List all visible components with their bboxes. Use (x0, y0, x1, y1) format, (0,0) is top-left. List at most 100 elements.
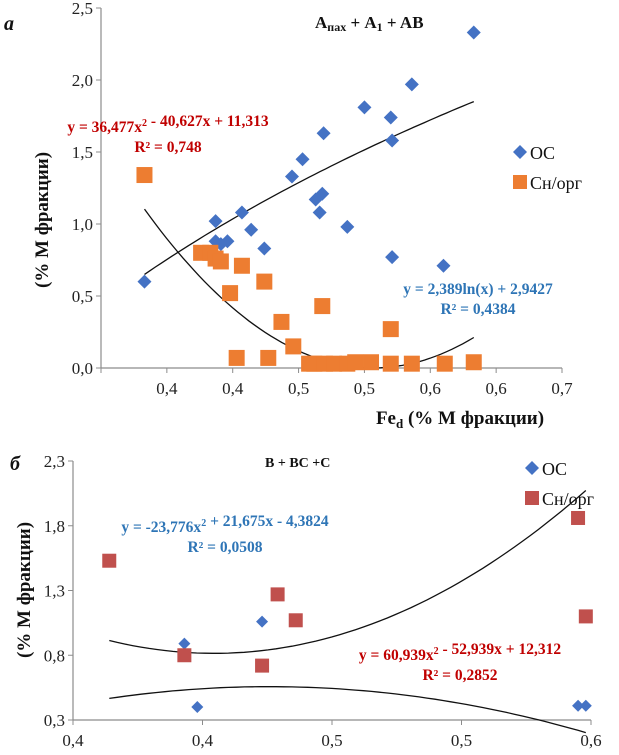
legend-diamond-icon (525, 461, 539, 475)
legend-label: Cн/орг (542, 489, 594, 509)
data-point-cn-org (177, 648, 192, 663)
trendline-oc (109, 686, 586, 734)
trendline-r-squared: R² = 0,4384 (440, 301, 515, 318)
data-point-oc (579, 699, 592, 712)
y-tick-label: 0,0 (72, 359, 93, 378)
data-point-oc (385, 133, 400, 148)
data-point-oc (383, 110, 398, 125)
x-tick-label: 0,5 (354, 379, 375, 398)
legend-square-icon (513, 175, 527, 189)
data-point-cn-org (136, 167, 153, 184)
data-point-cn-org (403, 355, 420, 372)
data-point-cn-org (270, 587, 285, 602)
y-tick-label: 2,3 (44, 452, 65, 471)
data-point-cn-org (222, 285, 239, 302)
legend-label: Cн/орг (530, 173, 582, 193)
data-point-oc (316, 126, 331, 141)
data-point-oc (137, 274, 152, 289)
data-point-oc (295, 152, 310, 167)
data-point-cn-org (314, 298, 331, 315)
data-point-cn-org (102, 553, 117, 568)
trendline-r-squared: R² = 0,748 (134, 139, 202, 156)
data-point-cn-org (363, 354, 380, 371)
data-point-cn-org (285, 338, 302, 355)
legend-label: OC (542, 459, 567, 479)
trendline-equation: y = 60,939x2 - 52,939x + 12,312 (359, 641, 561, 664)
chart-b-y-axis-title: (% M фракции) (14, 522, 35, 658)
data-point-oc (340, 219, 355, 234)
data-point-oc (191, 701, 204, 714)
x-tick-label: 0,5 (321, 731, 342, 750)
trendline-oc (144, 100, 475, 275)
x-tick-label: 0,6 (580, 731, 601, 750)
data-point-cn-org (256, 273, 273, 290)
y-tick-label: 1,3 (44, 582, 65, 601)
data-point-oc (404, 77, 419, 92)
data-point-cn-org (347, 354, 364, 371)
legend-diamond-icon (513, 145, 527, 159)
data-point-cn-org (578, 609, 593, 624)
data-point-oc (312, 205, 327, 220)
chart-a-y-axis-title: (% M фракции) (32, 152, 53, 288)
data-point-cn-org (255, 658, 270, 673)
chart-a: 0,0 0,5 1,0 1,5 2,0 2,5 0,4 0,4 0,5 0,5 0,6 0,6 0,7 y… (67, 0, 582, 398)
legend-item-cn-org: Cн/орг (513, 173, 582, 193)
x-tick-label: 0,4 (222, 379, 244, 398)
data-point-oc (315, 186, 330, 201)
data-point-cn-org (260, 349, 277, 366)
panel-label-a: а (4, 13, 14, 35)
y-tick-label: 0,5 (72, 287, 93, 306)
y-tick-label: 1,5 (72, 143, 93, 162)
x-tick-label: 0,4 (156, 379, 178, 398)
data-point-cn-org (382, 355, 399, 372)
data-point-cn-org (233, 257, 250, 274)
data-point-oc (208, 214, 223, 229)
chart-a-title: Aпах + A1 + AB (315, 13, 424, 34)
data-point-oc (284, 169, 299, 184)
data-point-cn-org (228, 349, 245, 366)
data-point-oc (385, 250, 400, 265)
y-tick-label: 0,3 (44, 711, 65, 730)
data-point-oc (220, 234, 235, 249)
chart-a-x-axis-title: Fed (% M фракции) (376, 408, 544, 431)
legend-item-oc: OC (525, 459, 567, 479)
data-point-oc (466, 25, 481, 40)
x-tick-label: 0,5 (451, 731, 472, 750)
y-tick-label: 0,8 (44, 646, 65, 665)
trendline-equation: y = 2,389ln(x) + 2,9427 (403, 281, 553, 298)
data-point-oc (244, 222, 259, 237)
trendline-equation: y = 36,477x2 - 40,627x + 11,313 (67, 113, 269, 136)
legend-label: OC (530, 143, 555, 163)
data-point-cn-org (465, 354, 482, 371)
data-point-oc (256, 615, 269, 628)
data-point-cn-org (273, 313, 290, 330)
data-point-oc (234, 205, 249, 220)
panel-label-b: б (10, 453, 21, 475)
y-tick-label: 1,8 (44, 517, 65, 536)
data-point-cn-org (382, 321, 399, 338)
chart-b-title: B + BC +C (265, 456, 330, 471)
data-point-cn-org (212, 253, 229, 270)
trendline-r-squared: R² = 0,2852 (422, 667, 497, 684)
data-point-oc (357, 100, 372, 115)
data-point-oc (436, 258, 451, 273)
x-tick-label: 0,6 (420, 379, 441, 398)
x-tick-label: 0,4 (192, 731, 214, 750)
data-point-oc (257, 241, 272, 256)
y-tick-label: 2,5 (72, 0, 93, 18)
y-tick-label: 1,0 (72, 215, 93, 234)
legend-item-oc: OC (513, 143, 555, 163)
trendline-r-squared: R² = 0,0508 (187, 539, 262, 556)
legend-item-cn-org: Cн/орг (525, 489, 594, 509)
x-tick-label: 0,7 (551, 379, 573, 398)
data-point-oc (178, 637, 191, 650)
trendline-cn-org (109, 490, 587, 654)
data-point-oc (572, 699, 585, 712)
data-point-cn-org (288, 613, 303, 628)
x-tick-label: 0,6 (486, 379, 507, 398)
data-point-cn-org (436, 355, 453, 372)
data-point-cn-org (326, 355, 343, 372)
legend-square-icon (525, 491, 539, 505)
x-tick-label: 0,5 (288, 379, 309, 398)
